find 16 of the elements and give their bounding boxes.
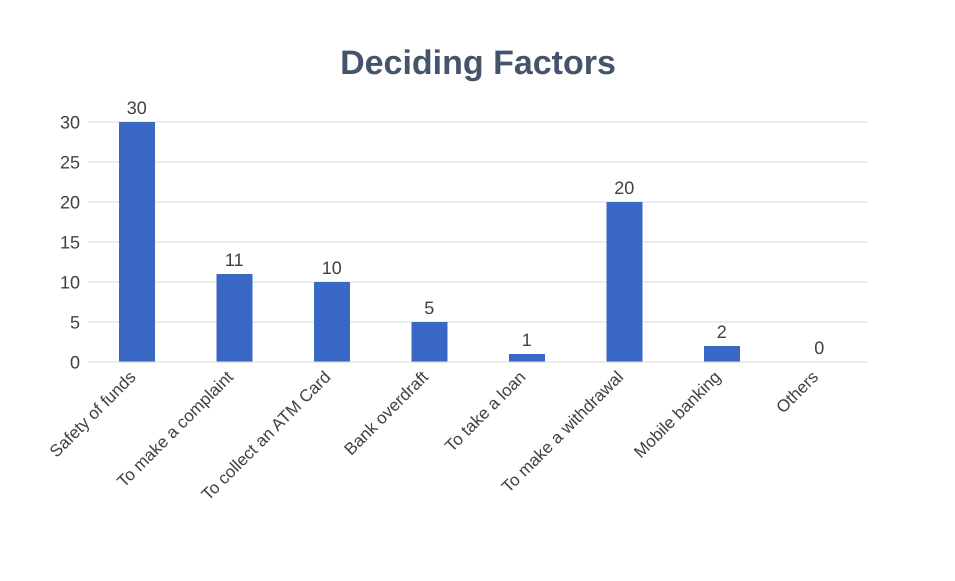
y-tick-label: 25	[60, 152, 80, 172]
bar	[704, 346, 740, 362]
bar	[314, 282, 350, 362]
bar	[606, 202, 642, 362]
y-tick-label: 15	[60, 232, 80, 252]
y-tick-label: 30	[60, 112, 80, 132]
x-tick-label: To take a loan	[441, 367, 530, 456]
y-tick-label: 5	[70, 312, 80, 332]
bar	[119, 122, 155, 362]
chart-title: Deciding Factors	[339, 43, 617, 82]
bar	[216, 274, 252, 362]
y-tick-label: 0	[70, 352, 80, 372]
y-tick-label: 10	[60, 272, 80, 292]
y-tick-label: 20	[60, 192, 80, 212]
bar	[509, 354, 545, 362]
bar	[412, 322, 448, 362]
